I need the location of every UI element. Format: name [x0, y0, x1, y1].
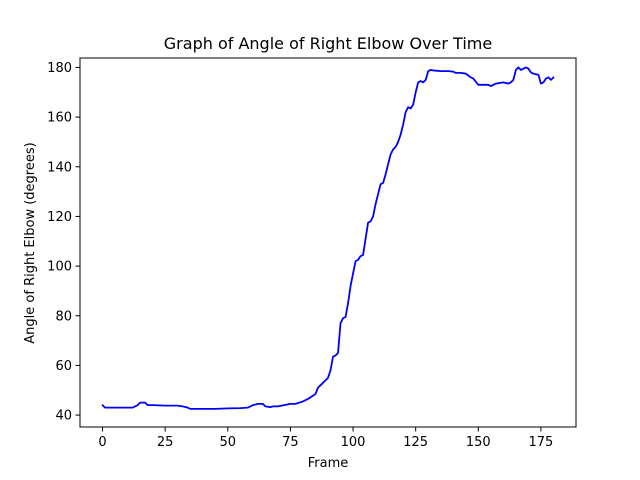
y-tick-label: 80 [55, 309, 72, 324]
x-tick-label: 150 [466, 435, 491, 450]
axes-frame [79, 57, 577, 428]
x-tick-label: 25 [157, 435, 174, 450]
x-tick-label: 125 [403, 435, 428, 450]
x-tick-label: 100 [341, 435, 366, 450]
x-axis-label: Frame [308, 456, 349, 471]
y-tick-label: 140 [47, 160, 72, 175]
y-tick-label: 40 [55, 409, 72, 424]
x-tick-label: 0 [98, 435, 106, 450]
y-tick-label: 60 [55, 359, 72, 374]
y-tick-label: 120 [47, 210, 72, 225]
series-line-0 [101, 66, 555, 410]
x-tick-label: 175 [529, 435, 554, 450]
y-tick-label: 160 [47, 111, 72, 126]
y-tick-label: 180 [47, 61, 72, 76]
y-axis-label: Angle of Right Elbow (degrees) [23, 142, 38, 343]
x-tick-label: 50 [220, 435, 237, 450]
chart-title: Graph of Angle of Right Elbow Over Time [164, 34, 492, 53]
plot-area: 0 25 50 75 100 125 150 175 40 60 80 100 120 140 160 180 [47, 57, 577, 450]
x-tick-label: 75 [282, 435, 299, 450]
y-tick-label: 100 [47, 260, 72, 275]
